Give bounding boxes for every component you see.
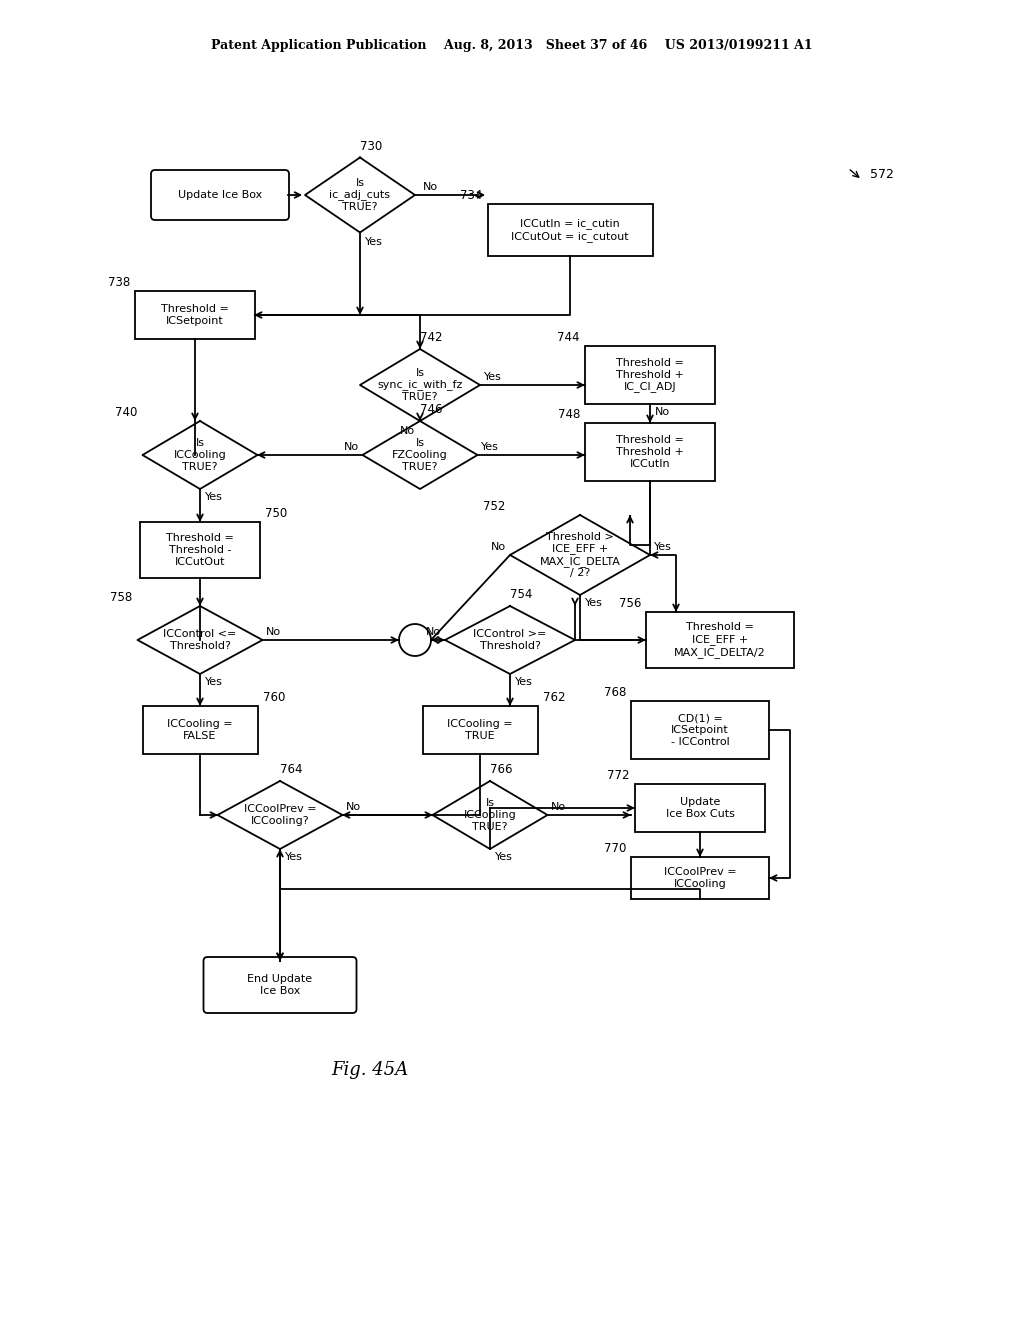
Text: 752: 752 bbox=[482, 500, 505, 513]
Text: No: No bbox=[655, 407, 670, 417]
Text: Yes: Yes bbox=[205, 677, 223, 686]
Text: 760: 760 bbox=[262, 690, 285, 704]
FancyBboxPatch shape bbox=[487, 205, 652, 256]
Text: Threshold >
ICE_EFF +
MAX_IC_DELTA
/ 2?: Threshold > ICE_EFF + MAX_IC_DELTA / 2? bbox=[540, 532, 621, 578]
Text: Yes: Yes bbox=[365, 238, 383, 247]
Text: 744: 744 bbox=[557, 331, 580, 345]
Polygon shape bbox=[510, 515, 650, 595]
Text: 754: 754 bbox=[510, 587, 532, 601]
Polygon shape bbox=[445, 606, 575, 675]
Text: No: No bbox=[490, 543, 506, 552]
Text: Yes: Yes bbox=[285, 851, 303, 862]
FancyBboxPatch shape bbox=[585, 346, 715, 404]
Polygon shape bbox=[142, 421, 257, 488]
FancyBboxPatch shape bbox=[646, 612, 794, 668]
Text: No: No bbox=[346, 803, 361, 812]
Text: End Update
Ice Box: End Update Ice Box bbox=[248, 974, 312, 995]
Text: Update Ice Box: Update Ice Box bbox=[178, 190, 262, 201]
Text: No: No bbox=[344, 442, 359, 451]
Text: 772: 772 bbox=[607, 770, 630, 781]
Text: ICCooling =
TRUE: ICCooling = TRUE bbox=[447, 719, 513, 741]
Text: Yes: Yes bbox=[585, 598, 603, 609]
FancyBboxPatch shape bbox=[631, 701, 769, 759]
Text: ICCutIn = ic_cutin
ICCutOut = ic_cutout: ICCutIn = ic_cutin ICCutOut = ic_cutout bbox=[511, 218, 629, 242]
Text: No: No bbox=[423, 182, 438, 191]
Polygon shape bbox=[217, 781, 342, 849]
Text: Threshold =
Threshold +
IC_CI_ADJ: Threshold = Threshold + IC_CI_ADJ bbox=[616, 358, 684, 392]
Text: 758: 758 bbox=[111, 591, 132, 605]
Text: Yes: Yes bbox=[484, 372, 502, 381]
Text: Is
sync_ic_with_fz
TRUE?: Is sync_ic_with_fz TRUE? bbox=[377, 368, 463, 403]
FancyBboxPatch shape bbox=[140, 521, 260, 578]
FancyBboxPatch shape bbox=[423, 706, 538, 754]
Text: Fig. 45A: Fig. 45A bbox=[332, 1061, 409, 1078]
Text: Yes: Yes bbox=[495, 851, 513, 862]
Text: 764: 764 bbox=[280, 763, 302, 776]
Text: Yes: Yes bbox=[654, 543, 672, 552]
Text: 750: 750 bbox=[265, 507, 288, 520]
Text: Threshold =
ICE_EFF +
MAX_IC_DELTA/2: Threshold = ICE_EFF + MAX_IC_DELTA/2 bbox=[674, 623, 766, 657]
Text: 766: 766 bbox=[490, 763, 512, 776]
Text: Yes: Yes bbox=[515, 677, 532, 686]
FancyBboxPatch shape bbox=[135, 290, 255, 339]
Polygon shape bbox=[305, 157, 415, 232]
Text: No: No bbox=[266, 627, 282, 638]
Text: No: No bbox=[400, 426, 415, 436]
Text: Is
ic_adj_cuts
TRUE?: Is ic_adj_cuts TRUE? bbox=[330, 178, 390, 213]
Text: 742: 742 bbox=[420, 331, 442, 345]
Text: ICControl <=
Threshold?: ICControl <= Threshold? bbox=[163, 630, 237, 651]
Text: 734: 734 bbox=[460, 189, 482, 202]
Text: Is
ICCooling
TRUE?: Is ICCooling TRUE? bbox=[174, 438, 226, 471]
Polygon shape bbox=[362, 421, 477, 488]
Text: 768: 768 bbox=[603, 686, 626, 700]
FancyBboxPatch shape bbox=[151, 170, 289, 220]
Text: 572: 572 bbox=[870, 169, 894, 181]
Text: 756: 756 bbox=[618, 597, 641, 610]
Text: Patent Application Publication    Aug. 8, 2013   Sheet 37 of 46    US 2013/01992: Patent Application Publication Aug. 8, 2… bbox=[211, 38, 813, 51]
Text: 730: 730 bbox=[360, 140, 382, 153]
Polygon shape bbox=[137, 606, 262, 675]
Text: Is
FZCooling
TRUE?: Is FZCooling TRUE? bbox=[392, 438, 447, 471]
Text: 770: 770 bbox=[603, 842, 626, 855]
Text: 738: 738 bbox=[108, 276, 130, 289]
Text: Threshold =
Threshold +
ICCutIn: Threshold = Threshold + ICCutIn bbox=[616, 436, 684, 469]
FancyBboxPatch shape bbox=[585, 422, 715, 480]
Text: Threshold =
Threshold -
ICCutOut: Threshold = Threshold - ICCutOut bbox=[166, 533, 233, 566]
Text: No: No bbox=[426, 627, 441, 638]
Text: ICCooling =
FALSE: ICCooling = FALSE bbox=[167, 719, 232, 741]
Polygon shape bbox=[360, 348, 480, 421]
Text: Yes: Yes bbox=[205, 492, 223, 502]
Text: ICCoolPrev =
ICCooling?: ICCoolPrev = ICCooling? bbox=[244, 804, 316, 826]
FancyBboxPatch shape bbox=[635, 784, 765, 832]
Text: No: No bbox=[551, 803, 566, 812]
Text: 740: 740 bbox=[115, 407, 137, 418]
Polygon shape bbox=[432, 781, 548, 849]
Text: 748: 748 bbox=[558, 408, 580, 421]
Text: 746: 746 bbox=[420, 403, 442, 416]
FancyBboxPatch shape bbox=[631, 857, 769, 899]
Text: Threshold =
ICSetpoint: Threshold = ICSetpoint bbox=[161, 304, 229, 326]
Circle shape bbox=[399, 624, 431, 656]
FancyBboxPatch shape bbox=[142, 706, 257, 754]
Text: Yes: Yes bbox=[481, 442, 499, 451]
Text: ICControl >=
Threshold?: ICControl >= Threshold? bbox=[473, 630, 547, 651]
Text: Is
ICCooling
TRUE?: Is ICCooling TRUE? bbox=[464, 799, 516, 832]
Text: 762: 762 bbox=[543, 690, 565, 704]
Text: Update
Ice Box Cuts: Update Ice Box Cuts bbox=[666, 797, 734, 818]
Text: ICCoolPrev =
ICCooling: ICCoolPrev = ICCooling bbox=[664, 867, 736, 888]
FancyBboxPatch shape bbox=[204, 957, 356, 1012]
Text: CD(1) =
ICSetpoint
- ICControl: CD(1) = ICSetpoint - ICControl bbox=[671, 713, 729, 747]
